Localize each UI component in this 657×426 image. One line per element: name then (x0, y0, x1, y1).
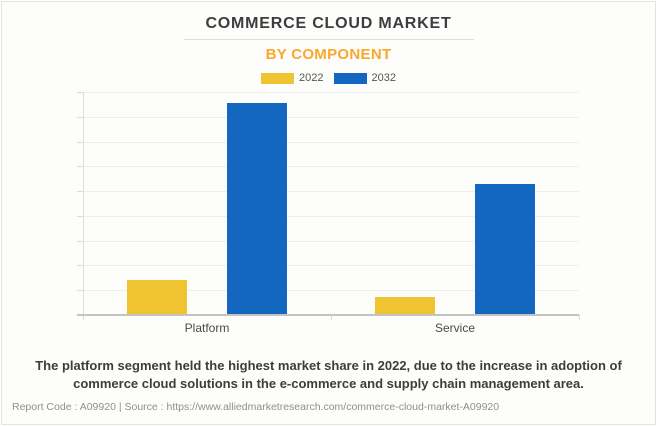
y-axis-line (83, 92, 84, 315)
legend-item-2032: 2032 (333, 72, 396, 84)
gridline (83, 265, 579, 266)
x-axis-line (77, 314, 579, 316)
y-axis-tick (77, 290, 83, 291)
bar-service-2022 (375, 297, 435, 314)
bar-platform-2022 (127, 280, 187, 314)
legend-label-2032: 2032 (371, 72, 396, 84)
chart-title: COMMERCE CLOUD MARKET (205, 15, 452, 32)
gridline (83, 191, 579, 192)
gridline (83, 166, 579, 167)
x-axis-tick (579, 315, 580, 320)
title-divider (183, 39, 474, 40)
y-axis-tick (77, 241, 83, 242)
y-axis-tick (77, 265, 83, 266)
report-footer: Report Code : A09920 | Source : https://… (12, 401, 500, 413)
bar-platform-2032 (227, 103, 287, 314)
legend: 2022 2032 (2, 72, 655, 84)
gridline (83, 142, 579, 143)
legend-label-2022: 2022 (299, 72, 324, 84)
bar-service-2032 (475, 184, 535, 314)
chart-description: The platform segment held the highest ma… (35, 358, 622, 392)
gridline (83, 241, 579, 242)
chart-subtitle: BY COMPONENT (265, 46, 392, 63)
gridline (83, 216, 579, 217)
y-axis-tick (77, 166, 83, 167)
category-label-platform: Platform (184, 321, 230, 335)
plot-area: Platform Service (77, 92, 580, 335)
y-axis-tick (77, 216, 83, 217)
legend-swatch-2022 (261, 72, 295, 84)
x-axis-tick (331, 315, 332, 320)
y-axis-tick (77, 142, 83, 143)
category-label-service: Service (434, 321, 476, 335)
x-axis-tick (83, 315, 84, 320)
y-axis-tick (77, 191, 83, 192)
legend-swatch-2032 (333, 72, 367, 84)
gridline (83, 290, 579, 291)
y-axis-tick (77, 92, 83, 93)
gridline (83, 117, 579, 118)
gridline (83, 92, 579, 93)
legend-item-2022: 2022 (261, 72, 324, 84)
y-axis-tick (77, 117, 83, 118)
